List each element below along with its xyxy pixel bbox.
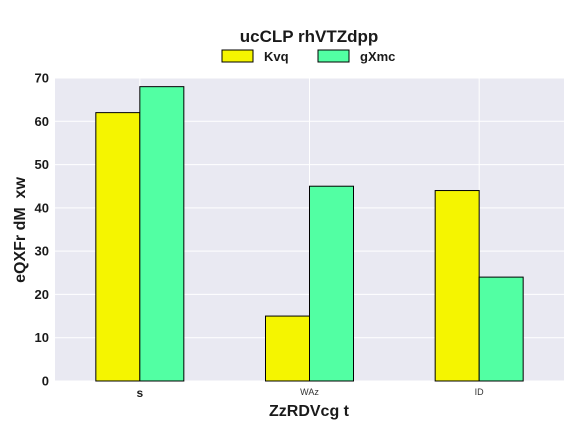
chart-title: ucCLP rhVTZdpp xyxy=(240,27,379,46)
bar-gxmc-1 xyxy=(309,185,354,382)
legend-swatch-gxmc xyxy=(317,49,350,63)
legend: Kvq gXmc xyxy=(221,49,395,64)
y-tick-label: 10 xyxy=(35,330,49,345)
bars xyxy=(95,86,524,382)
legend-label-gxmc: gXmc xyxy=(360,49,395,64)
y-tick-label: 50 xyxy=(35,157,49,172)
y-tick-label: 60 xyxy=(35,114,49,129)
bar-gxmc-2 xyxy=(478,276,524,382)
legend-label-kvq: Kvq xyxy=(264,49,289,64)
y-axis-label: eQXFr dM xw xyxy=(12,177,29,283)
y-tick-label: 0 xyxy=(42,374,49,389)
y-tick-labels: 0 10 20 30 40 50 60 70 xyxy=(35,71,49,389)
x-axis-label: ZzRDVcg t xyxy=(269,403,350,420)
x-tick-label: ID xyxy=(475,387,485,397)
bar-gxmc-0 xyxy=(139,86,185,382)
bar-kvq-2 xyxy=(434,190,480,382)
legend-swatch-kvq xyxy=(221,49,254,63)
x-tick-label: s xyxy=(136,386,143,400)
y-tick-label: 70 xyxy=(35,71,49,86)
bar-kvq-0 xyxy=(95,112,141,382)
y-tick-label: 30 xyxy=(35,244,49,259)
y-tick-label: 20 xyxy=(35,287,49,302)
bar-kvq-1 xyxy=(265,315,310,382)
x-tick-label: WAz xyxy=(300,387,319,397)
y-tick-label: 40 xyxy=(35,200,49,215)
x-tick-labels: s WAz ID xyxy=(136,386,484,400)
